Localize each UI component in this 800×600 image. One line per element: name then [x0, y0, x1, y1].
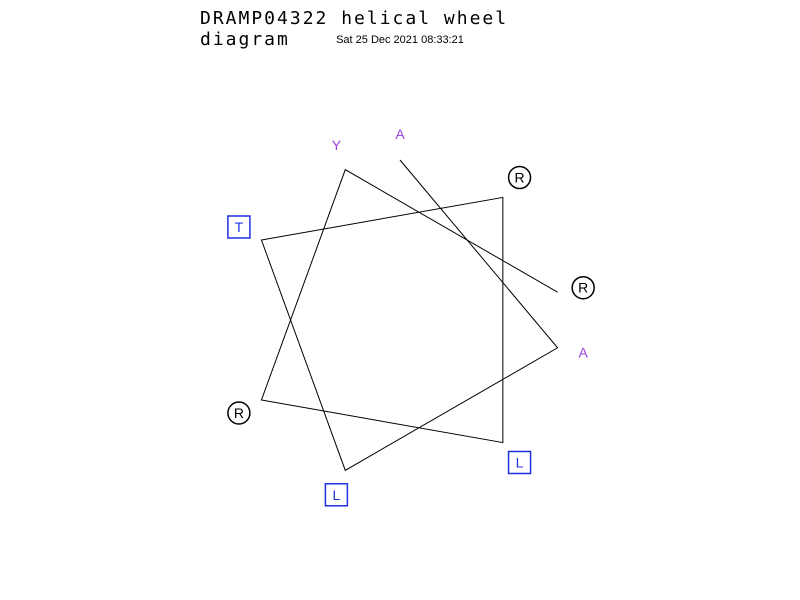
residue-6: R	[228, 402, 250, 424]
residue-label: T	[235, 219, 244, 235]
residue-7: Y	[332, 137, 342, 153]
residue-0: A	[395, 126, 405, 142]
residue-label: Y	[332, 137, 342, 153]
residue-label: R	[578, 280, 588, 296]
residue-label: L	[516, 454, 524, 470]
helical-wheel-svg: A A L T R L R Y R	[0, 0, 800, 600]
residue-2: L	[325, 484, 347, 506]
residue-label: R	[234, 405, 244, 421]
wheel-path	[261, 160, 557, 470]
residue-label: R	[514, 170, 524, 186]
residue-4: R	[509, 167, 531, 189]
residue-label: A	[579, 344, 589, 360]
residue-label: A	[395, 126, 405, 142]
residue-3: T	[228, 216, 250, 238]
residue-5: L	[509, 451, 531, 473]
residue-label: L	[332, 487, 340, 503]
residue-1: A	[579, 344, 589, 360]
residue-8: R	[572, 277, 594, 299]
